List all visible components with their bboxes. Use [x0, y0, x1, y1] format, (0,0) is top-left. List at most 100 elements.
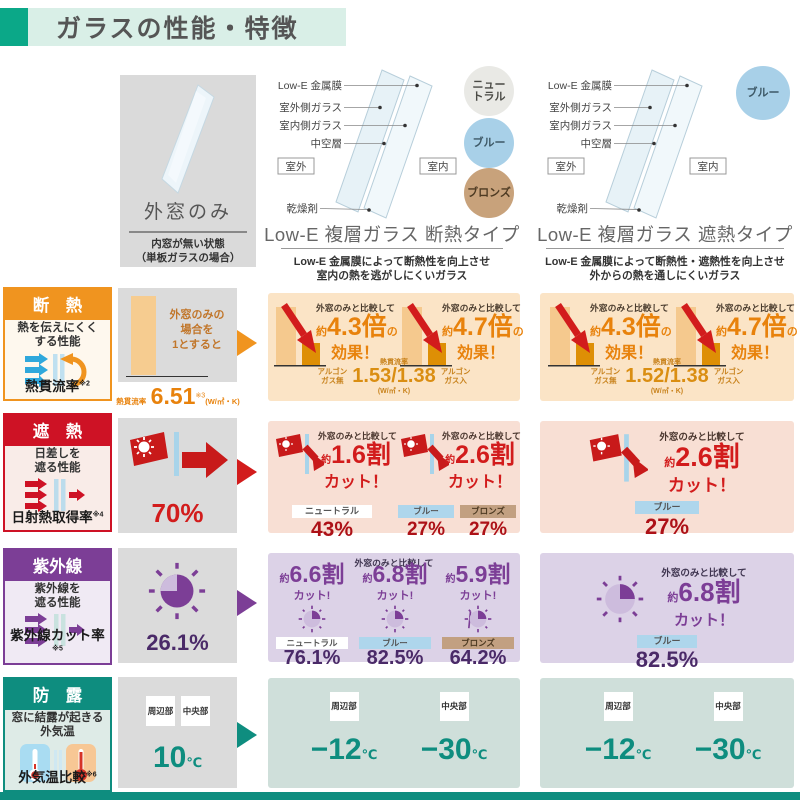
glass-label-inside: 室内	[428, 160, 449, 173]
cut-text: 外窓のみと比較して 約2.6割 カット！	[659, 432, 745, 495]
variant-value: ブルー 82.5%	[635, 635, 699, 672]
condensation-outer-cell: 周辺部 中央部 10℃	[118, 677, 237, 788]
temp-group-edge: 周辺部 −12℃	[294, 692, 394, 767]
uv-cut-outer-value: 26.1%	[146, 630, 209, 655]
bar-comparison-icon	[548, 303, 600, 367]
sun-cut-icon	[589, 434, 648, 482]
glass-label-outer-glass: 室外側ガラス	[549, 101, 612, 114]
temp-group-center: 中央部 −30℃	[404, 692, 504, 767]
single-pane-glass-illustration	[161, 84, 215, 194]
outer-window-only-box: 外窓のみ 内窓が無い状態 （単板ガラスの場合）	[120, 75, 256, 267]
desc-line: 外からの熱を通しにくいガラス	[589, 269, 741, 282]
insulation-type-desc: Low-E 金属膜によって断熱性を向上させ 室内の熱を逃がしにくいガラス	[260, 256, 524, 283]
solar-gain-outer-value: 70%	[151, 498, 204, 528]
cut-text: 外窓のみと比較して 約6.8割 カット！	[661, 568, 747, 629]
shield-glass-diagram: Low-E 金属膜 室外側ガラス 室内側ガラス 中空層 乾燥剤 室外 室内	[547, 69, 727, 219]
bar-comparison-icon	[274, 303, 326, 367]
shield-mid-cell: 外窓のみと比較して 約1.6割 カット！ ニュートラル 43% 外窓のみと比較し…	[268, 421, 521, 541]
sunlight-block-icon	[24, 478, 85, 512]
flow-arrow-teal	[237, 722, 257, 748]
chip-bronze: ブロンズ	[442, 637, 514, 649]
u-value-comparison: アルゴン ガス無 熱貫流率 1.53/1.38 (W/㎡・K) アルゴン ガス入	[317, 359, 471, 395]
glass-label-lowe: Low-E 金属膜	[278, 79, 343, 92]
chip-neutral: ニュートラル	[276, 637, 348, 649]
glass-label-air-layer: 中空層	[581, 137, 613, 150]
flow-arrow-red	[237, 459, 257, 485]
desc-line: Low-E 金属膜によって断熱性を向上させ	[293, 256, 491, 268]
metric-label: 日射熱取得率※4	[11, 510, 104, 525]
shield-right-cell: 外窓のみと比較して 約2.6割 カット！ ブルー 27%	[540, 421, 794, 538]
glass-label-outside: 室外	[556, 160, 577, 173]
chip-bronze: ブロンズ	[460, 505, 516, 518]
glass-label-desiccant: 乾燥剤	[557, 202, 589, 215]
chip-edge: 周辺部	[146, 696, 175, 726]
sun-heat-arrow-icon	[130, 432, 228, 478]
metric-label: 熱貫流率※2	[25, 379, 90, 394]
cut-text: 外窓のみと比較して 約1.6割 カット！	[318, 431, 397, 491]
uv-panel: 約5.9割 カット! ブロンズ 64.2%	[437, 563, 519, 668]
next-section-strip	[0, 792, 800, 800]
uv-sun-icon	[148, 562, 206, 620]
flow-arrow-orange	[237, 330, 257, 356]
desc-line: Low-E 金属膜によって断熱性・遮熱性を向上させ	[545, 256, 785, 268]
row-uv-header-card: 紫外線 紫外線を 遮る性能 紫外線カット率※5	[3, 548, 112, 665]
row-insulation-header-card: 断 熱 熱を伝えにくく する性能 熱貫流率※2	[3, 287, 112, 401]
chip-label: ニュー	[472, 79, 506, 91]
u-value-comparison: アルゴン ガス無 熱貫流率 1.52/1.38 (W/㎡・K) アルゴン ガス入	[590, 359, 744, 395]
effect-text: 外窓のみと比較して 約4.7倍の 効果！	[716, 303, 798, 362]
baseline-bar	[131, 296, 156, 375]
row-uv-title: 紫外線	[5, 550, 110, 581]
flow-arrow-purple	[237, 590, 257, 616]
metric-label: 紫外線カット率※5	[10, 628, 105, 653]
glass-label-lowe: Low-E 金属膜	[548, 79, 613, 92]
effect-text: 外窓のみと比較して 約4.3倍の 効果！	[316, 303, 398, 362]
desc-line: 室内の熱を逃がしにくいガラス	[316, 269, 468, 282]
row-insulation-desc: 熱を伝えにくく する性能	[17, 322, 98, 348]
row-condensation-title: 防 露	[5, 679, 110, 710]
row-uv-desc: 紫外線を 遮る性能	[34, 583, 81, 609]
chip-blue: ブルー	[398, 505, 454, 518]
insulation-outer-cell: 外窓のみの 場合を 1とすると	[118, 288, 237, 382]
color-chip-neutral: ニュー トラル	[464, 66, 514, 116]
row-condensation-header-card: 防 露 窓に結露が起きる 外気温 外気温比較※6	[3, 677, 112, 792]
uv-block-icon	[24, 613, 85, 647]
color-chip-blue: ブルー	[464, 118, 514, 168]
outer-window-only-label: 外窓のみ	[143, 202, 232, 223]
chip-neutral: ニュートラル	[292, 505, 372, 518]
glass-label-inside: 室内	[698, 160, 719, 173]
outer-window-note-2: （単板ガラスの場合）	[135, 251, 241, 264]
variant-values: ブルー 27% ブロンズ 27%	[394, 505, 520, 541]
outer-window-note-1: 内窓が無い状態	[151, 238, 225, 250]
effect-text: 外窓のみと比較して 約4.7倍の 効果！	[442, 303, 524, 362]
variant-value: ブルー 27%	[540, 497, 794, 538]
compare-note: 外窓のみと比較して	[354, 558, 434, 568]
row-shield-header-card: 遮 熱 日差しを 遮る性能 日射熱取得率※4	[3, 413, 112, 532]
temp-group-edge: 周辺部 −12℃	[568, 692, 668, 767]
metric-label: 外気温比較※6	[18, 770, 97, 785]
glass-label-outer-glass: 室外側ガラス	[279, 101, 342, 114]
uv-sun-small-icon	[381, 605, 409, 633]
chip-blue: ブルー	[637, 635, 697, 648]
uv-panel: 約6.6割 カット! ニュートラル 76.1%	[271, 563, 353, 668]
condensation-right-cell: 周辺部 −12℃ 中央部 −30℃	[540, 678, 794, 788]
uv-sun-icon	[596, 575, 644, 623]
chip-label: ブルー	[746, 87, 780, 99]
glass-label-desiccant: 乾燥剤	[287, 202, 319, 215]
insulation-glass-diagram: Low-E 金属膜 室外側ガラス 室内側ガラス 中空層 乾燥剤 室外 室内	[277, 69, 457, 219]
chip-label: ブルー	[472, 137, 506, 149]
bar-comparison-icon	[674, 303, 726, 367]
shield-type-desc: Low-E 金属膜によって断熱性・遮熱性を向上させ 外からの熱を通しにくいガラス	[533, 256, 797, 283]
condensation-mid-cell: 周辺部 −12℃ 中央部 −30℃	[268, 678, 520, 788]
chip-label: トラル	[472, 91, 506, 103]
divider	[129, 231, 247, 233]
glass-label-outside: 室外	[286, 160, 307, 173]
insulation-mid-cell: 外窓のみと比較して 約4.3倍の 効果！ 外窓のみと比較して 約4.7倍の 効果…	[268, 293, 524, 401]
condensation-outer-value: 10℃	[152, 741, 203, 774]
chip-label: ブロンズ	[467, 187, 511, 199]
page-title: ガラスの性能・特徴	[56, 15, 299, 43]
row-shield-desc: 日差しを 遮る性能	[34, 448, 81, 474]
row-condensation-desc: 窓に結露が起きる 外気温	[11, 712, 104, 738]
insulation-right-cell: 外窓のみと比較して 約4.3倍の 効果！ 外窓のみと比較して 約4.7倍の 効果…	[540, 293, 798, 401]
shield-outer-cell: 70%	[118, 418, 237, 533]
